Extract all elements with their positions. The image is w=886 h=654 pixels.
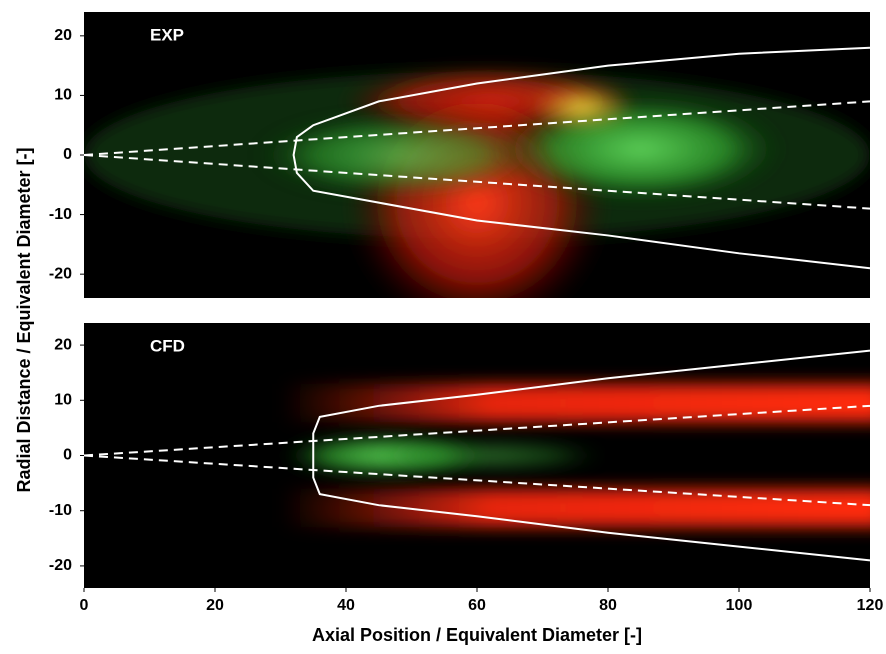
- glow: [254, 113, 543, 197]
- contour-line: [84, 154, 870, 210]
- y-tick-label: 10: [54, 392, 72, 409]
- y-tick-label: -20: [49, 265, 72, 282]
- x-tick-label: 80: [599, 597, 617, 614]
- image: [84, 349, 870, 562]
- x-axis-label: Axial Position / Equivalent Diameter [-]: [312, 625, 642, 645]
- glow: [280, 383, 870, 423]
- panel-label: EXP: [150, 25, 184, 44]
- x-tick-label: 120: [857, 597, 884, 614]
- image: [84, 46, 870, 298]
- y-tick-label: -20: [49, 557, 72, 574]
- glow: [280, 488, 870, 528]
- glow: [529, 83, 635, 132]
- contour-line: [84, 404, 870, 457]
- panel-label: CFD: [150, 336, 185, 355]
- y-axis-label: Radial Distance / Equivalent Diameter [-…: [14, 147, 34, 492]
- x-tick-label: 40: [337, 597, 355, 614]
- x-tick-label: 100: [726, 597, 753, 614]
- contour-line: [312, 349, 870, 562]
- contour-line: [292, 46, 870, 270]
- y-tick-label: 20: [54, 27, 72, 44]
- contour-line: [84, 454, 870, 507]
- x-tick-label: 20: [206, 597, 224, 614]
- y-tick-label: 0: [63, 146, 72, 163]
- y-tick-label: -10: [49, 502, 72, 519]
- glow: [372, 438, 608, 473]
- y-tick-label: -10: [49, 206, 72, 223]
- x-tick-label: 60: [468, 597, 486, 614]
- y-tick-label: 20: [54, 336, 72, 353]
- x-tick-label: 0: [80, 597, 89, 614]
- y-tick-label: 0: [63, 447, 72, 464]
- y-tick-label: 10: [54, 87, 72, 104]
- contour-line: [84, 100, 870, 156]
